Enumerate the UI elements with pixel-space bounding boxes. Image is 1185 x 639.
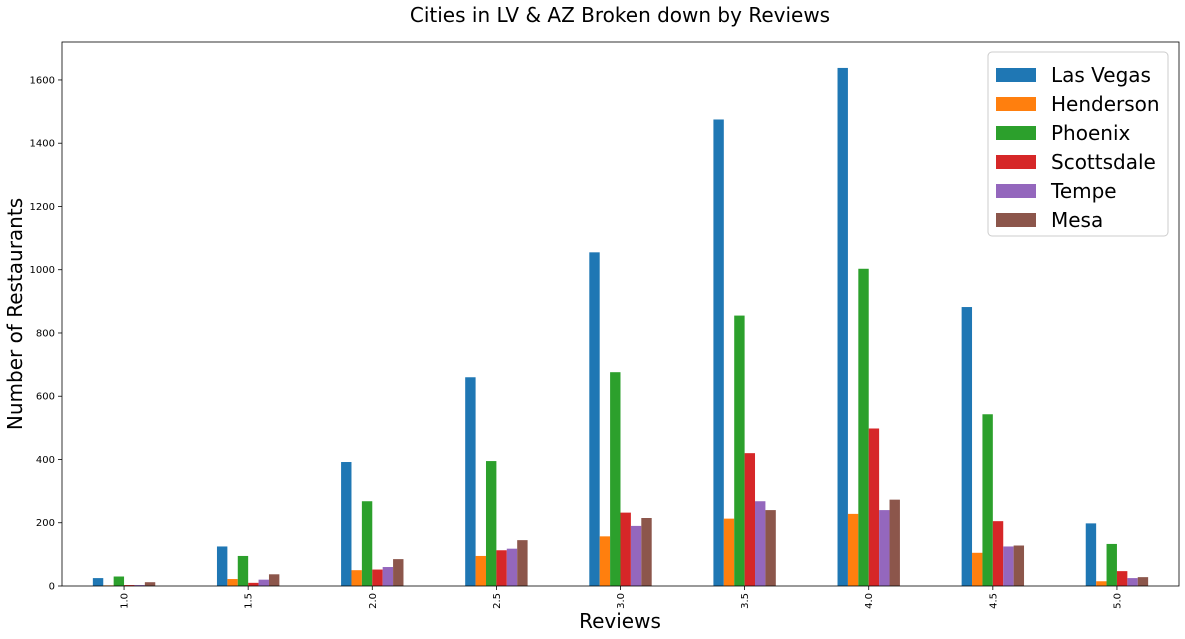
x-tick-label: 5.0 [1112,593,1123,609]
y-tick-label: 1600 [30,75,55,86]
legend-swatch [996,155,1036,169]
bar-mesa-5.0 [1137,577,1149,586]
x-tick-label: 2.0 [368,593,379,609]
bar-phoenix-4.5 [982,414,993,586]
bar-mesa-3.5 [765,510,776,586]
plot-frame [61,41,1180,587]
y-tick-label: 200 [36,518,55,529]
bar-tempe-1.5 [258,579,269,586]
legend-swatch [996,97,1036,111]
bar-scottsdale-2.5 [496,550,507,586]
bar-henderson-2.0 [351,570,362,586]
y-tick-label: 0 [49,582,55,593]
bar-henderson-4.5 [972,552,983,586]
bar-scottsdale-3.5 [744,453,756,586]
bar-scottsdale-5.0 [1116,571,1128,586]
bar-tempe-2.5 [506,548,518,586]
bar-scottsdale-3.0 [620,512,631,586]
bar-tempe-3.0 [630,525,642,586]
legend-swatch [996,68,1036,82]
bar-tempe-1.0 [134,585,145,586]
legend-label: Henderson [1051,92,1160,116]
bar-phoenix-4.0 [858,268,869,586]
bar-las-vegas-5.0 [1085,523,1097,586]
bar-las-vegas-3.0 [589,252,600,587]
bar-mesa-3.0 [641,518,652,586]
bar-henderson-5.0 [1096,581,1107,586]
bar-las-vegas-4.0 [837,67,848,587]
bar-phoenix-5.0 [1106,543,1117,586]
bar-phoenix-3.5 [734,315,745,586]
bar-henderson-2.5 [475,555,486,586]
bar-henderson-4.0 [847,513,859,586]
bar-las-vegas-2.0 [341,462,352,586]
y-axis-ticks: 0 200 400 600 800 1000 1200 1400 1600 [30,75,62,593]
bar-mesa-4.5 [1013,545,1025,586]
bar-henderson-3.5 [723,518,735,586]
bar-scottsdale-2.0 [372,569,383,586]
x-tick-label: 3.5 [740,593,751,609]
bar-phoenix-1.5 [237,555,249,586]
legend: Las Vegas Henderson Phoenix Scottsdale Tempe… [987,51,1169,237]
bar-henderson-3.0 [599,536,611,586]
y-tick-label: 1400 [30,139,55,150]
bar-mesa-1.0 [144,582,156,586]
y-tick-label: 400 [36,455,55,466]
bar-phoenix-1.0 [113,576,125,586]
legend-swatch [996,126,1036,140]
legend-label: Las Vegas [1051,63,1151,87]
bar-las-vegas-4.5 [961,307,973,586]
bar-scottsdale-4.0 [868,428,880,586]
x-tick-label: 3.0 [616,593,627,609]
bar-scottsdale-1.5 [248,582,259,586]
bar-las-vegas-2.5 [465,377,476,586]
y-tick-label: 1200 [30,202,55,213]
bar-tempe-4.0 [879,510,890,586]
x-tick-label: 2.5 [492,593,503,609]
legend-label: Scottsdale [1051,150,1156,174]
x-axis-title: Reviews [579,609,661,633]
bar-phoenix-2.5 [485,461,497,586]
bar-phoenix-3.0 [610,372,621,586]
y-tick-label: 1000 [30,265,55,276]
bar-phoenix-2.0 [361,501,373,586]
chart-title: Cities in LV & AZ Broken down by Reviews [410,3,830,27]
bar-tempe-4.5 [1003,546,1014,586]
x-tick-label: 4.5 [988,593,999,609]
legend-label: Tempe [1050,179,1117,203]
y-tick-label: 800 [36,328,55,339]
x-tick-label: 4.0 [864,593,875,609]
bar-las-vegas-3.5 [713,119,724,586]
legend-label: Mesa [1051,208,1103,232]
legend-swatch [996,213,1036,227]
bar-mesa-2.0 [393,559,404,586]
x-axis-ticks: 1.0 1.5 2.0 2.5 3.0 3.5 4.0 4.5 5.0 [120,586,1123,609]
bar-mesa-1.5 [268,574,280,586]
bar-tempe-3.5 [755,501,766,586]
bar-scottsdale-1.0 [124,585,135,586]
bar-henderson-1.5 [227,579,238,586]
bar-tempe-2.0 [382,567,394,586]
bar-las-vegas-1.0 [92,578,104,586]
bar-tempe-5.0 [1127,578,1138,586]
y-axis-title: Number of Restaurants [3,198,27,430]
y-tick-label: 600 [36,392,55,403]
legend-label: Phoenix [1051,121,1131,145]
bars-group [92,67,1149,587]
bar-mesa-2.5 [517,540,528,586]
legend-swatch [996,184,1036,198]
bar-las-vegas-1.5 [216,546,228,586]
x-tick-label: 1.0 [120,593,131,609]
x-tick-label: 1.5 [244,593,255,609]
bar-scottsdale-4.5 [992,521,1004,586]
bar-mesa-4.0 [889,499,900,586]
